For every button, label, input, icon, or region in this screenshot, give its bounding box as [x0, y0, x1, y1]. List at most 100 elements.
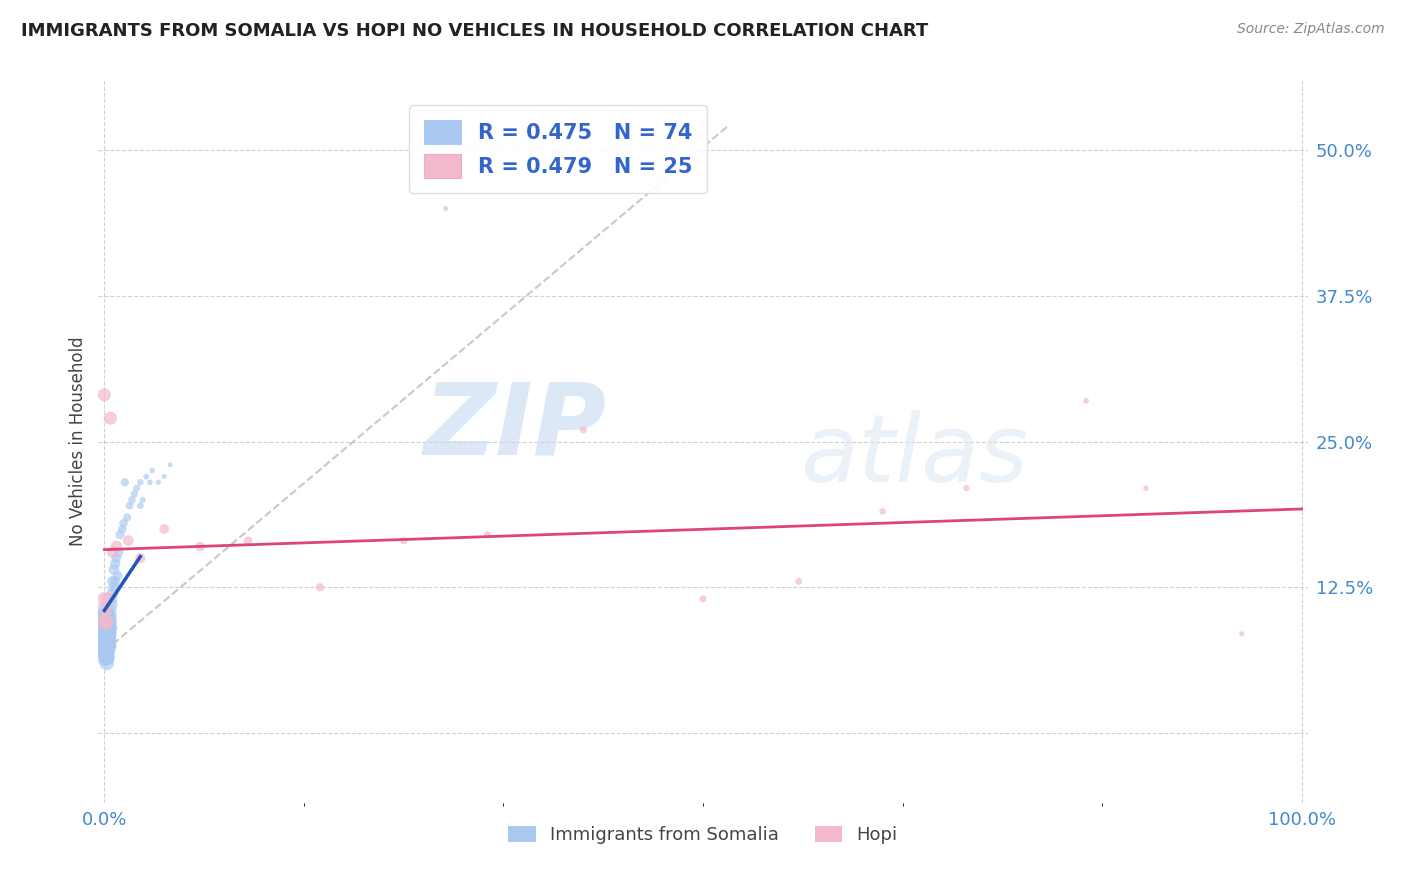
Point [93, 609, 115, 624]
Y-axis label: No Vehicles in Household: No Vehicles in Household [69, 336, 87, 547]
Point [1230, 627, 1253, 641]
Point [97, 621, 120, 635]
Point [94, 632, 117, 647]
Point [93, 609, 115, 624]
Point [98, 621, 121, 635]
Point [93, 632, 115, 647]
Point [125, 481, 148, 495]
Point [1135, 481, 1157, 495]
Point [93, 615, 115, 630]
Point [104, 557, 127, 571]
Point [93, 627, 115, 641]
Point [188, 540, 211, 554]
Point [135, 469, 157, 483]
Point [121, 492, 143, 507]
Point [96, 650, 118, 665]
Point [236, 533, 259, 548]
Point [103, 580, 125, 594]
Point [153, 522, 176, 536]
Point [97, 639, 120, 653]
Point [101, 574, 124, 589]
Point [100, 621, 122, 635]
Point [94, 627, 117, 641]
Point [159, 458, 181, 472]
Point [94, 639, 117, 653]
Point [94, 650, 117, 665]
Point [309, 580, 332, 594]
Point [98, 615, 121, 630]
Point [97, 627, 120, 641]
Point [117, 533, 139, 548]
Point [97, 632, 120, 647]
Point [107, 545, 129, 559]
Point [93, 609, 115, 624]
Point [129, 499, 152, 513]
Point [148, 475, 170, 490]
Point [118, 499, 141, 513]
Point [100, 591, 122, 606]
Point [100, 609, 122, 624]
Point [94, 632, 117, 647]
Point [692, 591, 714, 606]
Legend: Immigrants from Somalia, Hopi: Immigrants from Somalia, Hopi [501, 819, 905, 852]
Point [93, 627, 115, 641]
Point [112, 516, 135, 530]
Point [103, 563, 125, 577]
Point [100, 411, 122, 425]
Point [132, 492, 155, 507]
Point [955, 481, 977, 495]
Point [107, 568, 129, 582]
Point [141, 464, 163, 478]
Point [104, 574, 127, 589]
Point [96, 639, 118, 653]
Point [96, 632, 118, 647]
Point [96, 615, 118, 630]
Point [94, 639, 117, 653]
Point [93, 591, 115, 606]
Point [93, 615, 115, 630]
Text: Source: ZipAtlas.com: Source: ZipAtlas.com [1237, 22, 1385, 37]
Point [108, 528, 131, 542]
Point [872, 504, 894, 518]
Point [392, 533, 415, 548]
Point [93, 603, 115, 617]
Point [787, 574, 810, 589]
Point [94, 644, 117, 658]
Point [105, 540, 128, 554]
Text: atlas: atlas [800, 410, 1028, 501]
Point [98, 627, 121, 641]
Point [96, 650, 118, 665]
Point [96, 621, 118, 635]
Point [98, 609, 121, 624]
Point [105, 551, 128, 566]
Point [96, 656, 118, 670]
Point [129, 475, 152, 490]
Point [114, 475, 136, 490]
Point [97, 615, 120, 630]
Point [434, 202, 457, 216]
Point [94, 627, 117, 641]
Text: ZIP: ZIP [423, 378, 606, 475]
Point [93, 615, 115, 630]
Point [572, 423, 595, 437]
Point [94, 632, 117, 647]
Point [94, 621, 117, 635]
Point [100, 615, 122, 630]
Point [96, 627, 118, 641]
Point [101, 586, 124, 600]
Point [115, 510, 138, 524]
Point [129, 551, 152, 566]
Point [97, 591, 120, 606]
Point [1074, 393, 1097, 408]
Point [153, 469, 176, 483]
Point [100, 598, 122, 612]
Point [124, 487, 146, 501]
Point [93, 388, 115, 402]
Point [94, 621, 117, 635]
Point [111, 522, 134, 536]
Point [477, 528, 499, 542]
Point [94, 644, 117, 658]
Point [139, 475, 162, 490]
Text: IMMIGRANTS FROM SOMALIA VS HOPI NO VEHICLES IN HOUSEHOLD CORRELATION CHART: IMMIGRANTS FROM SOMALIA VS HOPI NO VEHIC… [21, 22, 928, 40]
Point [96, 644, 118, 658]
